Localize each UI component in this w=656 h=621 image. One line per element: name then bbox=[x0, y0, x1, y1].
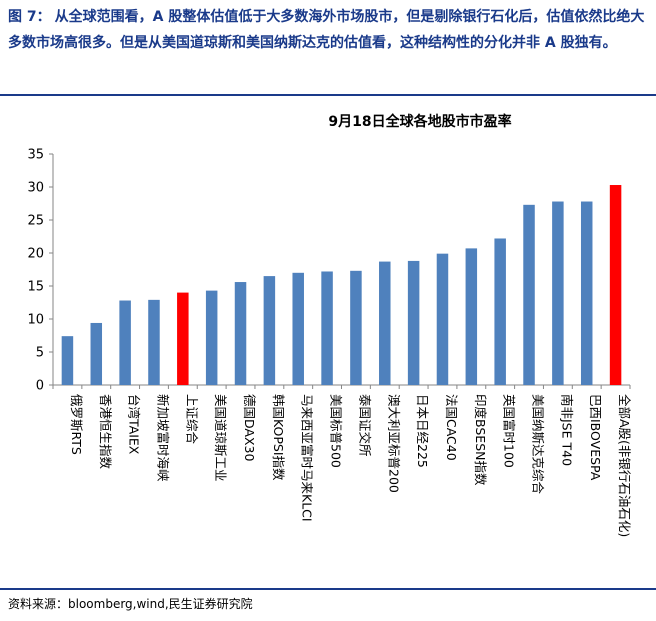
x-category-label: 英国富时100 bbox=[502, 394, 517, 468]
bar bbox=[465, 248, 478, 385]
bar bbox=[407, 260, 420, 385]
bar bbox=[494, 238, 506, 385]
bar bbox=[379, 261, 391, 385]
x-category-label: 上证综合 bbox=[184, 394, 199, 445]
bar bbox=[580, 201, 593, 385]
x-category-label: 巴西IBOVESPA bbox=[588, 394, 603, 481]
y-tick-label: 35 bbox=[27, 148, 44, 163]
bar bbox=[321, 271, 333, 385]
figure-label: 图 7： bbox=[8, 9, 51, 25]
bar bbox=[90, 322, 103, 385]
bar bbox=[119, 300, 131, 385]
x-category-label: 德国DAX30 bbox=[242, 394, 257, 461]
y-tick-label: 15 bbox=[27, 280, 44, 295]
x-category-label: 美国道琼斯工业 bbox=[213, 394, 228, 482]
bar bbox=[292, 272, 304, 385]
bars-group bbox=[61, 185, 622, 385]
x-category-label: 全部A股(非银行石油石化) bbox=[617, 394, 632, 537]
y-tick-label: 5 bbox=[36, 346, 44, 361]
chart-title: 9月18日全球各地股市市盈率 bbox=[328, 113, 511, 130]
bar bbox=[205, 290, 218, 385]
y-tick-label: 30 bbox=[27, 181, 44, 196]
bar bbox=[436, 253, 449, 385]
figure-caption-text: 从全球范围看，A 股整体估值低于大多数海外市场股市，但是剔除银行石化后，估值依然… bbox=[8, 9, 645, 51]
top-divider bbox=[0, 94, 656, 96]
x-category-label: 印度BSESN指数 bbox=[473, 394, 488, 486]
bar bbox=[552, 201, 564, 385]
y-tick-label: 25 bbox=[27, 214, 44, 229]
y-tick-label: 0 bbox=[36, 379, 44, 394]
x-category-label: 日本日经225 bbox=[415, 394, 430, 468]
x-category-label: 韩国KOPSI指数 bbox=[271, 394, 286, 481]
x-category-label: 俄罗斯RTS bbox=[69, 394, 84, 455]
bar bbox=[609, 185, 622, 385]
bar bbox=[350, 270, 362, 385]
source-note: 资料来源：bloomberg,wind,民生证券研究院 bbox=[8, 597, 253, 611]
x-axis-labels: 俄罗斯RTS 香港恒生指数 台湾TAIEX 新加坡富时海峡 上证综合 美国道琼斯工业 德国D… bbox=[69, 394, 632, 537]
x-category-label: 澳大利亚标普200 bbox=[386, 394, 401, 493]
x-category-label: 马来西亚富时马来KLCI bbox=[300, 394, 315, 522]
x-category-label: 南非JSE T40 bbox=[559, 394, 574, 466]
bar bbox=[61, 336, 74, 385]
x-category-label: 香港恒生指数 bbox=[98, 394, 113, 470]
bar bbox=[234, 282, 247, 385]
bar bbox=[523, 204, 535, 385]
x-category-label: 泰国证交所 bbox=[357, 394, 372, 457]
bar bbox=[263, 276, 276, 385]
bottom-divider bbox=[0, 588, 656, 590]
x-category-label: 美国纳斯达克综合 bbox=[531, 394, 546, 495]
y-tick-label: 20 bbox=[27, 247, 44, 262]
bar bbox=[148, 299, 160, 385]
x-category-label: 美国标普500 bbox=[329, 394, 344, 468]
figure-caption: 图 7： 从全球范围看，A 股整体估值低于大多数海外市场股市，但是剔除银行石化后，… bbox=[8, 4, 648, 56]
x-category-label: 法国CAC40 bbox=[444, 394, 459, 461]
x-category-label: 新加坡富时海峡 bbox=[155, 394, 170, 482]
pe-ratio-bar-chart: 9月18日全球各地股市市盈率 0 5 10 15 20 25 30 35 俄罗斯RTS 香港恒生… bbox=[27, 113, 632, 537]
x-category-label: 台湾TAIEX bbox=[127, 394, 142, 455]
bar bbox=[177, 292, 189, 385]
y-tick-label: 10 bbox=[27, 313, 44, 328]
